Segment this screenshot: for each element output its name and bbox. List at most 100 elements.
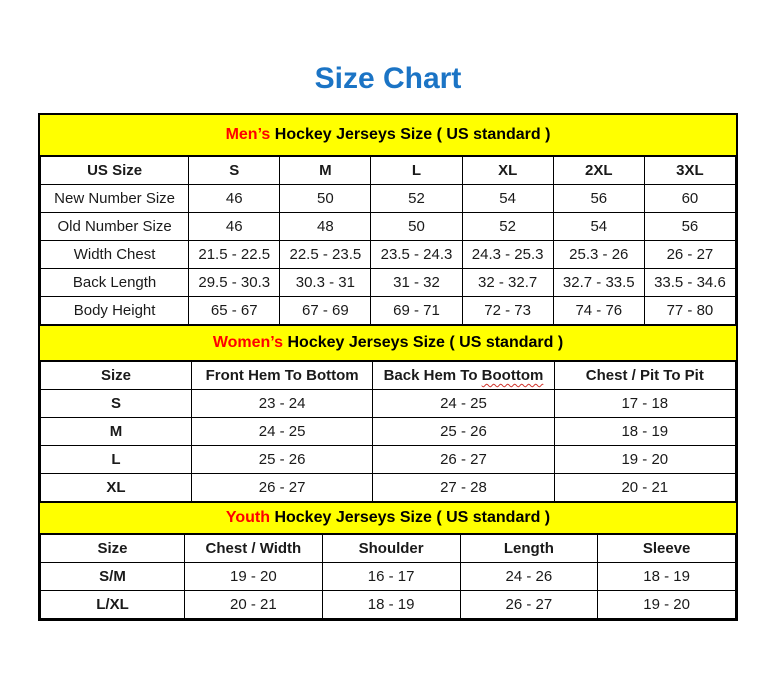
size-value-cell: 26 - 27 — [372, 445, 555, 474]
size-value-cell: 31 - 32 — [370, 268, 463, 297]
table-row: XL 26 - 27 27 - 28 20 - 21 — [40, 473, 737, 502]
column-header: Length — [459, 534, 599, 563]
mens-section-header: Men’s Hockey Jerseys Size ( US standard … — [40, 115, 736, 156]
size-value-cell: 23.5 - 24.3 — [370, 240, 463, 269]
size-value-cell: 19 - 20 — [553, 445, 737, 474]
table-row: S/M 19 - 20 16 - 17 24 - 26 18 - 19 — [40, 562, 736, 591]
row-label: Old Number Size — [39, 212, 190, 241]
size-value-cell: 24.3 - 25.3 — [461, 240, 554, 269]
table-row: Body Height 65 - 67 67 - 69 69 - 71 72 - 73 7… — [39, 296, 737, 325]
column-header: Size — [40, 534, 185, 563]
size-value-cell: 24 - 25 — [372, 389, 555, 418]
size-value-cell: 65 - 67 — [188, 296, 281, 325]
size-value-cell: 25 - 26 — [190, 445, 374, 474]
size-value-cell: 25 - 26 — [372, 417, 555, 446]
size-value-cell: 30.3 - 31 — [279, 268, 372, 297]
size-value-cell: 32 - 32.7 — [461, 268, 554, 297]
size-value-cell: 67 - 69 — [279, 296, 372, 325]
header-row: Size Front Hem To Bottom Back Hem To Boott… — [40, 361, 737, 390]
table-row: M 24 - 25 25 - 26 18 - 19 — [40, 417, 737, 446]
size-value-cell: 19 - 20 — [184, 562, 323, 591]
youth-section-highlight: Youth — [225, 509, 270, 526]
table-row: S 23 - 24 24 - 25 17 - 18 — [40, 389, 737, 418]
column-header: S — [188, 156, 281, 185]
size-value-cell: 20 - 21 — [184, 590, 323, 619]
column-header: US Size — [39, 156, 190, 185]
size-value-cell: 24 - 26 — [459, 562, 599, 591]
size-value-cell: 46 — [188, 212, 281, 241]
page-title: Size Chart — [314, 62, 462, 95]
size-value-cell: 33.5 - 34.6 — [643, 268, 737, 297]
row-label: L/XL — [40, 590, 185, 619]
row-label: Body Height — [39, 296, 190, 325]
size-value-cell: 25.3 - 26 — [552, 240, 645, 269]
row-label: Width Chest — [39, 240, 190, 269]
size-value-cell: 20 - 21 — [553, 473, 737, 502]
size-value-cell: 18 - 19 — [553, 417, 737, 446]
header-row: Size Chest / Width Shoulder Length Sleeve — [40, 534, 736, 563]
size-value-cell: 27 - 28 — [372, 473, 555, 502]
row-label: M — [40, 417, 192, 446]
size-value-cell: 23 - 24 — [190, 389, 374, 418]
size-value-cell: 72 - 73 — [461, 296, 554, 325]
column-header: L — [370, 156, 463, 185]
size-value-cell: 18 - 19 — [321, 590, 461, 619]
row-label: New Number Size — [39, 184, 190, 213]
column-header: Shoulder — [321, 534, 461, 563]
header-row: US Size S M L XL 2XL 3XL — [39, 156, 737, 185]
mens-size-table: US Size S M L XL 2XL 3XL New Number Size 46 50 52 5… — [39, 156, 737, 325]
size-value-cell: 54 — [461, 184, 554, 213]
womens-section-header: Women’s Hockey Jerseys Size ( US standar… — [40, 325, 736, 361]
size-value-cell: 46 — [188, 184, 281, 213]
womens-section-highlight: Women’s — [212, 334, 284, 351]
size-value-cell: 17 - 18 — [553, 389, 737, 418]
size-value-cell: 22.5 - 23.5 — [279, 240, 372, 269]
size-value-cell: 56 — [643, 212, 737, 241]
size-value-cell: 19 - 20 — [597, 590, 736, 619]
column-header: Sleeve — [597, 534, 736, 563]
size-value-cell: 26 - 27 — [190, 473, 374, 502]
misspelled-word: Boottom — [481, 367, 544, 384]
row-label: S/M — [40, 562, 185, 591]
size-value-cell: 52 — [461, 212, 554, 241]
column-header: XL — [461, 156, 554, 185]
row-label: Back Length — [39, 268, 190, 297]
youth-section-header: Youth Hockey Jerseys Size ( US standard … — [40, 502, 736, 534]
table-row: L 25 - 26 26 - 27 19 - 20 — [40, 445, 737, 474]
youth-size-table: Size Chest / Width Shoulder Length Sleeve S/M… — [40, 534, 736, 619]
womens-section-title-rest: Hockey Jerseys Size ( US standard ) — [283, 334, 564, 351]
table-row: L/XL 20 - 21 18 - 19 26 - 27 19 - 20 — [40, 590, 736, 619]
mens-section-title-rest: Hockey Jerseys Size ( US standard ) — [270, 126, 551, 143]
row-label: L — [40, 445, 192, 474]
size-value-cell: 74 - 76 — [552, 296, 645, 325]
size-value-cell: 29.5 - 30.3 — [188, 268, 281, 297]
table-row: Back Length 29.5 - 30.3 30.3 - 31 31 - 32 32… — [39, 268, 737, 297]
column-header: Back Hem To Boottom — [372, 361, 555, 390]
size-value-cell: 21.5 - 22.5 — [188, 240, 281, 269]
size-value-cell: 26 - 27 — [643, 240, 737, 269]
size-value-cell: 77 - 80 — [643, 296, 737, 325]
size-value-cell: 48 — [279, 212, 372, 241]
size-value-cell: 50 — [279, 184, 372, 213]
column-header: Chest / Width — [184, 534, 323, 563]
size-value-cell: 50 — [370, 212, 463, 241]
column-header: 2XL — [552, 156, 645, 185]
size-value-cell: 60 — [643, 184, 737, 213]
size-chart-table-frame: Men’s Hockey Jerseys Size ( US standard … — [38, 113, 738, 621]
size-value-cell: 16 - 17 — [321, 562, 461, 591]
size-value-cell: 18 - 19 — [597, 562, 736, 591]
size-value-cell: 54 — [552, 212, 645, 241]
column-header: Size — [40, 361, 192, 390]
column-header: Front Hem To Bottom — [190, 361, 374, 390]
column-header: 3XL — [643, 156, 737, 185]
row-label: S — [40, 389, 192, 418]
mens-section-highlight: Men’s — [225, 126, 271, 143]
table-row: New Number Size 46 50 52 54 56 60 — [39, 184, 737, 213]
column-header: Chest / Pit To Pit — [553, 361, 737, 390]
youth-section-title-rest: Hockey Jerseys Size ( US standard ) — [270, 509, 551, 526]
size-value-cell: 56 — [552, 184, 645, 213]
table-row: Width Chest 21.5 - 22.5 22.5 - 23.5 23.5 - … — [39, 240, 737, 269]
size-value-cell: 32.7 - 33.5 — [552, 268, 645, 297]
column-header: M — [279, 156, 372, 185]
